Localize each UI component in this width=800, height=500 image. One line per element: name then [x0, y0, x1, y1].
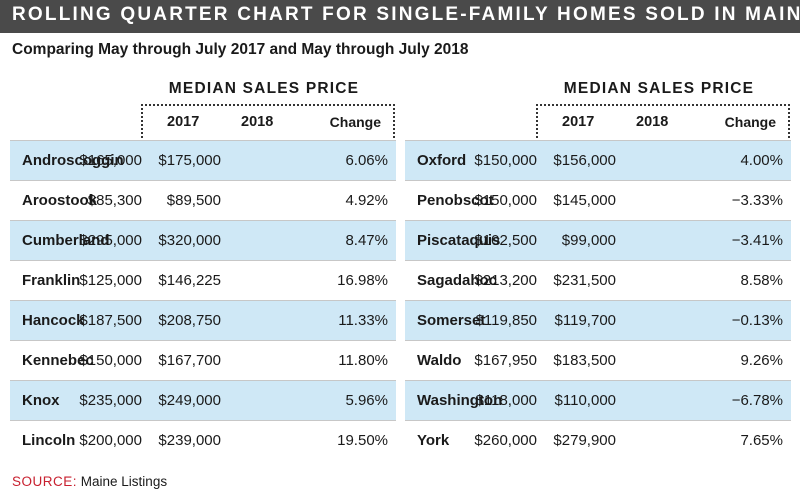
table-row: Knox $235,000 $249,000 5.96% — [10, 380, 396, 420]
price-2018: $175,000 — [158, 152, 221, 169]
county-name: Franklin — [22, 272, 81, 289]
price-change: 4.00% — [740, 152, 783, 169]
table-row: Washington $118,000 $110,000 −6.78% — [405, 380, 791, 420]
county-name: York — [417, 432, 450, 449]
table-row: Somerset $119,850 $119,700 −0.13% — [405, 300, 791, 340]
table-row: Cumberland $295,000 $320,000 8.47% — [10, 220, 396, 260]
price-2018: $231,500 — [553, 272, 616, 289]
source-label: SOURCE: — [12, 474, 78, 489]
column-header-box: 2017 2018 Change — [141, 104, 395, 138]
price-2018: $99,000 — [561, 232, 616, 249]
group-header: MEDIAN SALES PRICE — [563, 80, 755, 97]
price-2017: $187,500 — [79, 312, 142, 329]
column-header-2018: 2018 — [241, 114, 274, 130]
price-2017: $119,850 — [475, 312, 537, 329]
table-row: Penobscot $150,000 $145,000 −3.33% — [405, 180, 791, 220]
price-2017: $150,000 — [79, 352, 142, 369]
column-header-change: Change — [724, 114, 776, 130]
price-2017: $85,300 — [87, 192, 142, 209]
table-row: Hancock $187,500 $208,750 11.33% — [10, 300, 396, 340]
table-body: Androscoggin $165,000 $175,000 6.06% Aroost… — [10, 140, 396, 460]
table-row: Franklin $125,000 $146,225 16.98% — [10, 260, 396, 300]
price-2018: $279,900 — [553, 432, 616, 449]
price-2017: $118,000 — [475, 392, 537, 409]
column-header-2017: 2017 — [562, 114, 595, 130]
price-2017: $150,000 — [474, 192, 537, 209]
price-change: 8.58% — [740, 272, 783, 289]
price-2017: $150,000 — [474, 152, 537, 169]
page-title: ROLLING QUARTER CHART FOR SINGLE-FAMILY … — [12, 4, 800, 25]
table-row: Oxford $150,000 $156,000 4.00% — [405, 140, 791, 180]
price-change: 4.92% — [345, 192, 388, 209]
county-name: Aroostook — [22, 192, 97, 209]
price-2018: $89,500 — [166, 192, 221, 209]
table-row: Kennebec $150,000 $167,700 11.80% — [10, 340, 396, 380]
price-change: 7.65% — [740, 432, 783, 449]
table-row: Aroostook $85,300 $89,500 4.92% — [10, 180, 396, 220]
price-2018: $320,000 — [158, 232, 221, 249]
price-2018: $145,000 — [553, 192, 616, 209]
county-name: Cumberland — [22, 232, 110, 249]
price-change: −6.78% — [731, 392, 783, 409]
price-2018: $156,000 — [553, 152, 616, 169]
price-change: −3.41% — [731, 232, 783, 249]
price-2017: $295,000 — [79, 232, 142, 249]
price-2017: $167,950 — [474, 352, 537, 369]
price-change: 6.06% — [345, 152, 388, 169]
price-2017: $213,200 — [474, 272, 537, 289]
table-row: Piscataquis $102,500 $99,000 −3.41% — [405, 220, 791, 260]
title-bar: ROLLING QUARTER CHART FOR SINGLE-FAMILY … — [0, 0, 800, 33]
price-2018: $146,225 — [158, 272, 221, 289]
price-2017: $260,000 — [474, 432, 537, 449]
county-name: Piscataquis — [417, 232, 501, 249]
source-line: SOURCE: Maine Listings — [12, 474, 167, 489]
price-2018: $208,750 — [158, 312, 221, 329]
county-name: Lincoln — [22, 432, 76, 449]
table-row: Sagadahoc $213,200 $231,500 8.58% — [405, 260, 791, 300]
price-2017: $125,000 — [79, 272, 142, 289]
county-name: Waldo — [417, 352, 462, 369]
page-subtitle: Comparing May through July 2017 and May … — [12, 41, 469, 58]
county-name: Hancock — [22, 312, 85, 329]
price-change: 16.98% — [337, 272, 388, 289]
price-change: −0.13% — [731, 312, 783, 329]
column-header-box: 2017 2018 Change — [536, 104, 790, 138]
price-2017: $200,000 — [79, 432, 142, 449]
county-name: Washington — [417, 392, 503, 409]
price-change: 8.47% — [345, 232, 388, 249]
column-header-2017: 2017 — [167, 114, 200, 130]
price-2017: $235,000 — [79, 392, 142, 409]
county-name: Oxford — [417, 152, 467, 169]
county-name: Sagadahoc — [417, 272, 498, 289]
price-change: −3.33% — [731, 192, 783, 209]
table-body: Oxford $150,000 $156,000 4.00% Penobscot $15… — [405, 140, 791, 460]
county-name: Somerset — [417, 312, 486, 329]
price-change: 5.96% — [345, 392, 388, 409]
table-row: Androscoggin $165,000 $175,000 6.06% — [10, 140, 396, 180]
table-row: Waldo $167,950 $183,500 9.26% — [405, 340, 791, 380]
price-change: 9.26% — [740, 352, 783, 369]
county-name: Androscoggin — [22, 152, 124, 169]
price-2017: $165,000 — [79, 152, 142, 169]
price-change: 19.50% — [337, 432, 388, 449]
price-2018: $249,000 — [158, 392, 221, 409]
column-header-2018: 2018 — [636, 114, 669, 130]
price-2018: $239,000 — [158, 432, 221, 449]
source-text: Maine Listings — [80, 474, 168, 489]
price-2018: $183,500 — [553, 352, 616, 369]
table-row: Lincoln $200,000 $239,000 19.50% — [10, 420, 396, 460]
table-row: York $260,000 $279,900 7.65% — [405, 420, 791, 460]
county-name: Knox — [22, 392, 60, 409]
county-name: Penobscot — [417, 192, 494, 209]
column-header-change: Change — [329, 114, 381, 130]
group-header: MEDIAN SALES PRICE — [168, 80, 360, 97]
price-2018: $119,700 — [554, 312, 616, 329]
price-2018: $110,000 — [554, 392, 616, 409]
price-change: 11.33% — [338, 312, 388, 329]
price-change: 11.80% — [338, 352, 388, 369]
price-2018: $167,700 — [158, 352, 221, 369]
price-2017: $102,500 — [474, 232, 537, 249]
county-name: Kennebec — [22, 352, 94, 369]
